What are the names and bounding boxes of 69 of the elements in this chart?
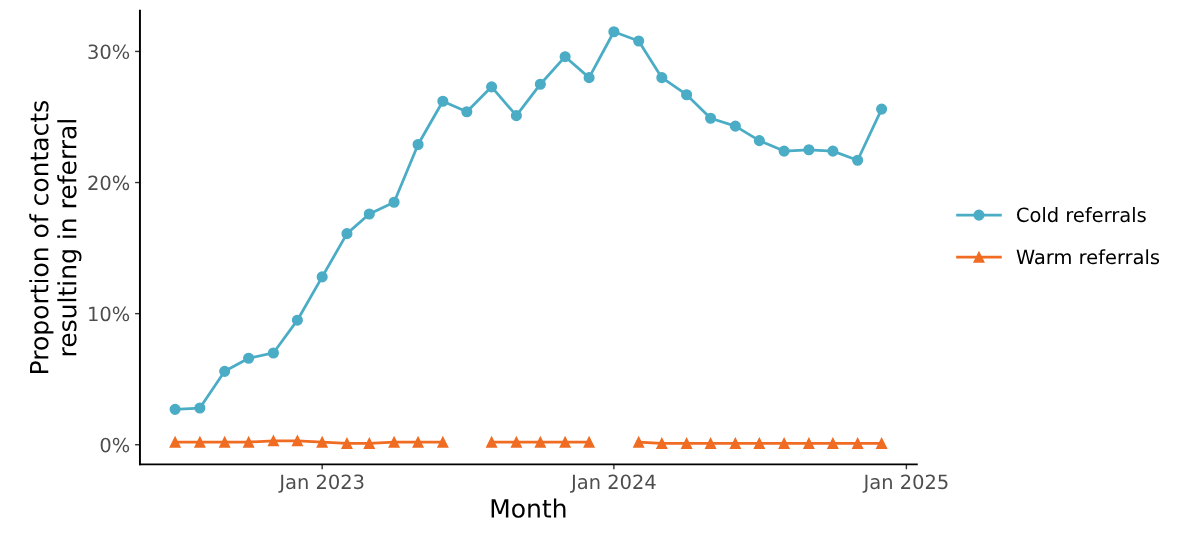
legend-label: Warm referrals <box>1016 249 1160 265</box>
point <box>243 352 255 364</box>
point <box>656 437 668 449</box>
point <box>559 436 571 448</box>
point <box>608 26 620 38</box>
point <box>291 435 303 447</box>
x-tick-label: Jan 2025 <box>862 474 948 493</box>
point <box>412 436 424 448</box>
point <box>194 436 206 448</box>
x-tick-label: Jan 2023 <box>278 474 364 493</box>
point <box>852 437 864 449</box>
point <box>753 135 765 147</box>
point <box>412 138 424 151</box>
point <box>461 106 473 118</box>
y-tick-label: 10% <box>89 306 130 322</box>
point <box>510 110 522 122</box>
point <box>827 437 839 449</box>
point <box>583 436 595 448</box>
point <box>583 72 595 84</box>
point <box>363 208 375 220</box>
point <box>486 81 498 93</box>
point <box>827 145 839 157</box>
point <box>267 435 279 447</box>
point <box>341 437 353 449</box>
point <box>267 347 279 359</box>
point <box>559 51 571 63</box>
point <box>437 436 449 448</box>
point <box>633 35 645 47</box>
point <box>753 437 765 449</box>
x-tick-label: Jan 2024 <box>570 474 656 493</box>
point <box>486 436 498 448</box>
point <box>316 436 328 448</box>
point <box>729 437 741 449</box>
point <box>341 228 353 240</box>
point <box>388 436 400 448</box>
point <box>291 314 303 326</box>
point <box>534 436 546 448</box>
y-tick-label: 20% <box>88 175 130 191</box>
point <box>194 402 206 414</box>
point <box>437 95 449 107</box>
point <box>803 144 815 156</box>
point <box>681 437 693 449</box>
point <box>656 72 668 84</box>
point <box>169 403 181 415</box>
y-axis-title: Proportion of contacts resulting in referral <box>29 101 82 373</box>
x-axis-title: Month <box>491 498 566 518</box>
point <box>778 145 790 157</box>
point <box>729 120 741 132</box>
point <box>219 365 231 377</box>
point <box>705 112 717 124</box>
point <box>243 436 255 448</box>
point <box>778 437 790 449</box>
point <box>681 89 693 101</box>
point <box>510 436 522 448</box>
point <box>363 437 375 449</box>
point <box>219 436 231 448</box>
point <box>316 271 328 283</box>
point <box>803 437 815 449</box>
point <box>169 436 181 448</box>
point <box>633 436 645 448</box>
y-tick-label: 30% <box>88 44 130 60</box>
point <box>876 103 888 115</box>
point <box>876 437 888 449</box>
point <box>705 437 717 449</box>
y-tick-label: 0% <box>100 437 130 453</box>
point <box>388 196 400 208</box>
point <box>852 154 864 166</box>
point <box>534 78 546 90</box>
legend-label: Cold referrals <box>1017 207 1146 223</box>
